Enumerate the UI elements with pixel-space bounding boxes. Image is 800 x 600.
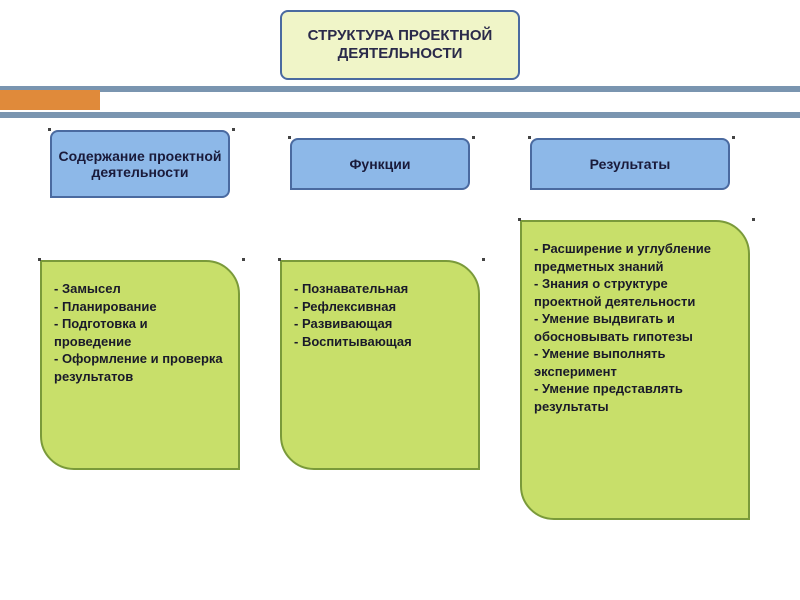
column-header-results: Результаты: [530, 138, 730, 190]
column-header-functions: Функции: [290, 138, 470, 190]
dot-decor: [278, 258, 281, 261]
dot-decor: [752, 218, 755, 221]
column-body-content: - Замысел- Планирование- Подготовка и пр…: [40, 260, 240, 470]
column-body-functions: - Познавательная- Рефлексивная- Развиваю…: [280, 260, 480, 470]
dot-decor: [48, 128, 51, 131]
dot-decor: [288, 136, 291, 139]
divider-bar-bottom: [0, 112, 800, 118]
column-header-content: Содержание проектной деятельности: [50, 130, 230, 198]
dot-decor: [732, 136, 735, 139]
dot-decor: [528, 136, 531, 139]
dot-decor: [472, 136, 475, 139]
diagram-title: СТРУКТУРА ПРОЕКТНОЙ ДЕЯТЕЛЬНОСТИ: [280, 10, 520, 80]
column-body-results: - Расширение и углубление предметных зна…: [520, 220, 750, 520]
divider-bar-top: [0, 86, 800, 92]
dot-decor: [232, 128, 235, 131]
accent-bar: [0, 90, 100, 110]
dot-decor: [482, 258, 485, 261]
dot-decor: [518, 218, 521, 221]
dot-decor: [242, 258, 245, 261]
dot-decor: [38, 258, 41, 261]
